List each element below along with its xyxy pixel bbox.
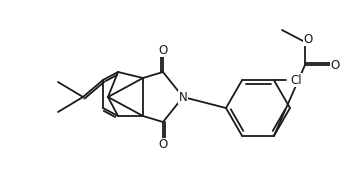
Text: O: O [330, 58, 340, 71]
Text: Cl: Cl [290, 74, 302, 87]
Text: O: O [159, 44, 168, 57]
Text: N: N [178, 91, 187, 104]
Text: O: O [303, 32, 313, 45]
Text: O: O [159, 138, 168, 151]
